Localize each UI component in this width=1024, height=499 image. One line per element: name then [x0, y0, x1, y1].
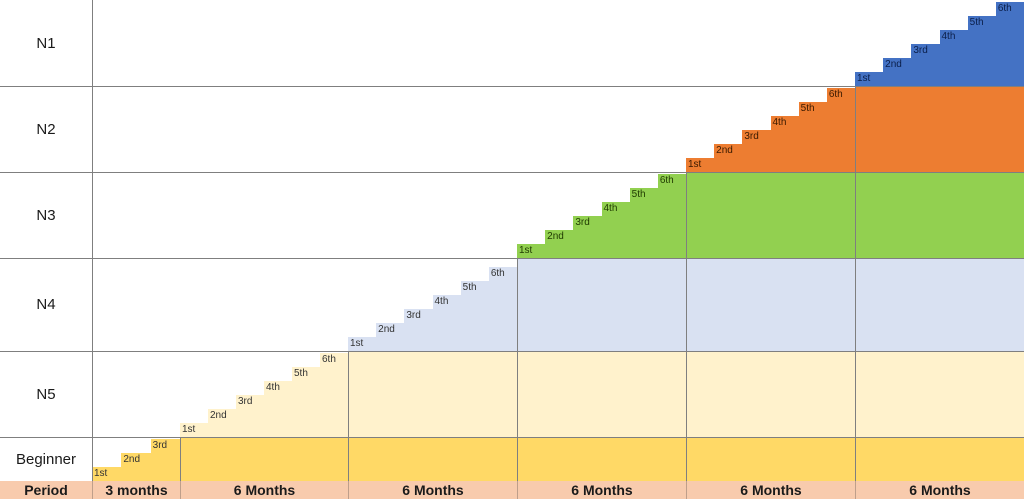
period-cell: 3 months: [92, 481, 180, 499]
column-divider: [686, 172, 687, 481]
column-divider: [348, 351, 349, 481]
step-n5-6th: 6th: [320, 353, 348, 437]
level-label-n1: N1: [36, 34, 56, 52]
row-divider: [0, 437, 1024, 438]
row-divider: [0, 172, 1024, 173]
level-label-n3: N3: [36, 206, 56, 224]
label-column-divider: [92, 0, 93, 481]
row-divider: [0, 86, 1024, 87]
column-divider: [517, 258, 518, 481]
period-cell: 6 Months: [855, 481, 1024, 499]
level-fill-n4: [517, 258, 1024, 351]
step-n2-6th: 6th: [826, 88, 855, 172]
period-cell: 6 Months: [348, 481, 517, 499]
step-n1-6th: 6th: [995, 2, 1024, 86]
level-fill-n2: [855, 86, 1024, 172]
period-label: Period: [0, 481, 92, 499]
step-n3-6th: 6th: [657, 174, 686, 258]
step-beginner-3rd: 3rd: [150, 439, 180, 481]
level-label-beginner: Beginner: [15, 450, 77, 468]
column-divider: [855, 86, 856, 481]
step-n4-6th: 6th: [488, 267, 517, 351]
column-divider: [180, 437, 181, 481]
level-fill-beginner: [180, 437, 1024, 481]
level-label-n4: N4: [36, 296, 56, 313]
row-divider: [0, 351, 1024, 352]
level-label-n5: N5: [36, 385, 56, 403]
period-cell: 6 Months: [517, 481, 686, 499]
row-divider: [0, 258, 1024, 259]
period-cell: 6 Months: [686, 481, 855, 499]
level-label-n2: N2: [36, 120, 56, 138]
period-cell: 6 Months: [180, 481, 348, 499]
